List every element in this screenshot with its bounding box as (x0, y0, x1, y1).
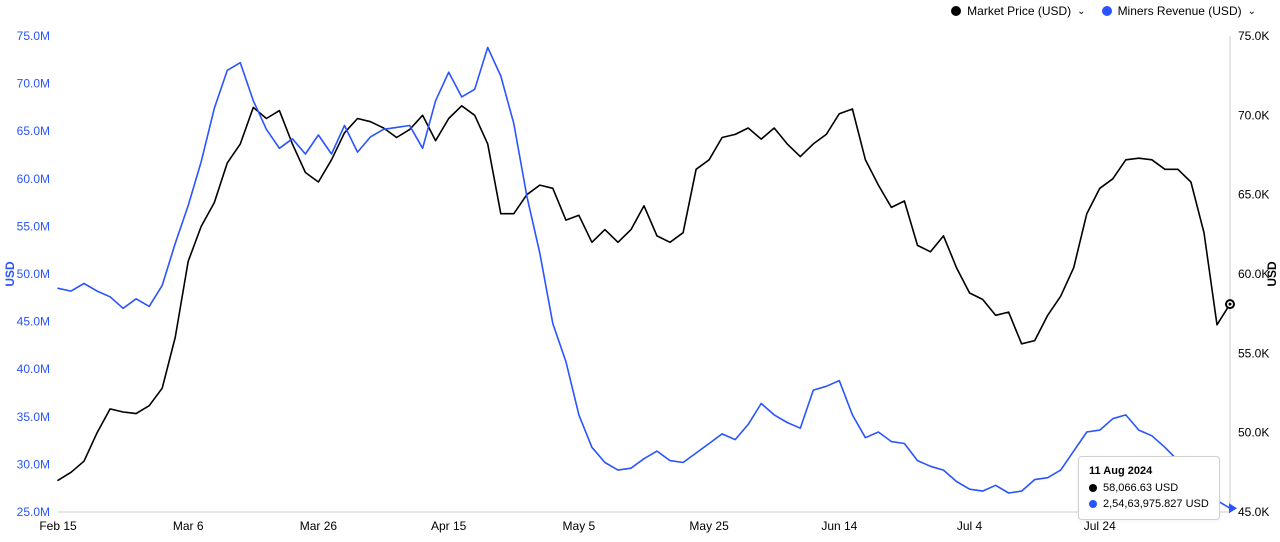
chevron-down-icon: ⌄ (1248, 7, 1256, 17)
svg-text:55.0M: 55.0M (17, 219, 50, 233)
svg-text:65.0K: 65.0K (1238, 188, 1269, 202)
svg-text:65.0M: 65.0M (17, 124, 50, 138)
legend-label: Miners Revenue (USD) (1118, 4, 1242, 18)
legend-item-market-price[interactable]: Market Price (USD) ⌄ (951, 4, 1085, 18)
svg-text:Jul 4: Jul 4 (957, 519, 983, 533)
svg-text:50.0M: 50.0M (17, 267, 50, 281)
legend-label: Market Price (USD) (967, 4, 1071, 18)
svg-text:50.0K: 50.0K (1238, 426, 1269, 440)
svg-text:Jul 24: Jul 24 (1084, 519, 1116, 533)
chevron-down-icon: ⌄ (1077, 7, 1085, 17)
svg-text:May 25: May 25 (689, 519, 729, 533)
svg-text:May 5: May 5 (563, 519, 596, 533)
svg-text:Mar 6: Mar 6 (173, 519, 204, 533)
svg-text:45.0K: 45.0K (1238, 505, 1269, 519)
svg-text:35.0M: 35.0M (17, 410, 50, 424)
chart-svg: 25.0M 30.0M 35.0M 40.0M 45.0M 50.0M 55.0M 60.0M… (0, 24, 1280, 534)
svg-text:25.0M: 25.0M (17, 505, 50, 519)
svg-text:75.0M: 75.0M (17, 29, 50, 43)
chart-legend: Market Price (USD) ⌄ Miners Revenue (USD… (951, 4, 1256, 18)
svg-text:60.0M: 60.0M (17, 172, 50, 186)
svg-text:Mar 26: Mar 26 (300, 519, 338, 533)
svg-text:55.0K: 55.0K (1238, 346, 1269, 360)
dual-axis-line-chart[interactable]: 25.0M 30.0M 35.0M 40.0M 45.0M 50.0M 55.0M 60.0M… (0, 24, 1280, 534)
svg-text:USD: USD (3, 261, 17, 287)
svg-text:40.0M: 40.0M (17, 362, 50, 376)
svg-text:75.0K: 75.0K (1238, 29, 1269, 43)
svg-text:70.0M: 70.0M (17, 77, 50, 91)
svg-text:30.0M: 30.0M (17, 457, 50, 471)
svg-text:Jun 14: Jun 14 (821, 519, 857, 533)
svg-text:Feb 15: Feb 15 (39, 519, 77, 533)
svg-text:USD: USD (1265, 261, 1279, 287)
legend-dot-market-price (951, 6, 961, 16)
svg-text:70.0K: 70.0K (1238, 108, 1269, 122)
svg-text:45.0M: 45.0M (17, 315, 50, 329)
legend-dot-miners-revenue (1102, 6, 1112, 16)
legend-item-miners-revenue[interactable]: Miners Revenue (USD) ⌄ (1102, 4, 1256, 18)
svg-text:Apr 15: Apr 15 (431, 519, 467, 533)
